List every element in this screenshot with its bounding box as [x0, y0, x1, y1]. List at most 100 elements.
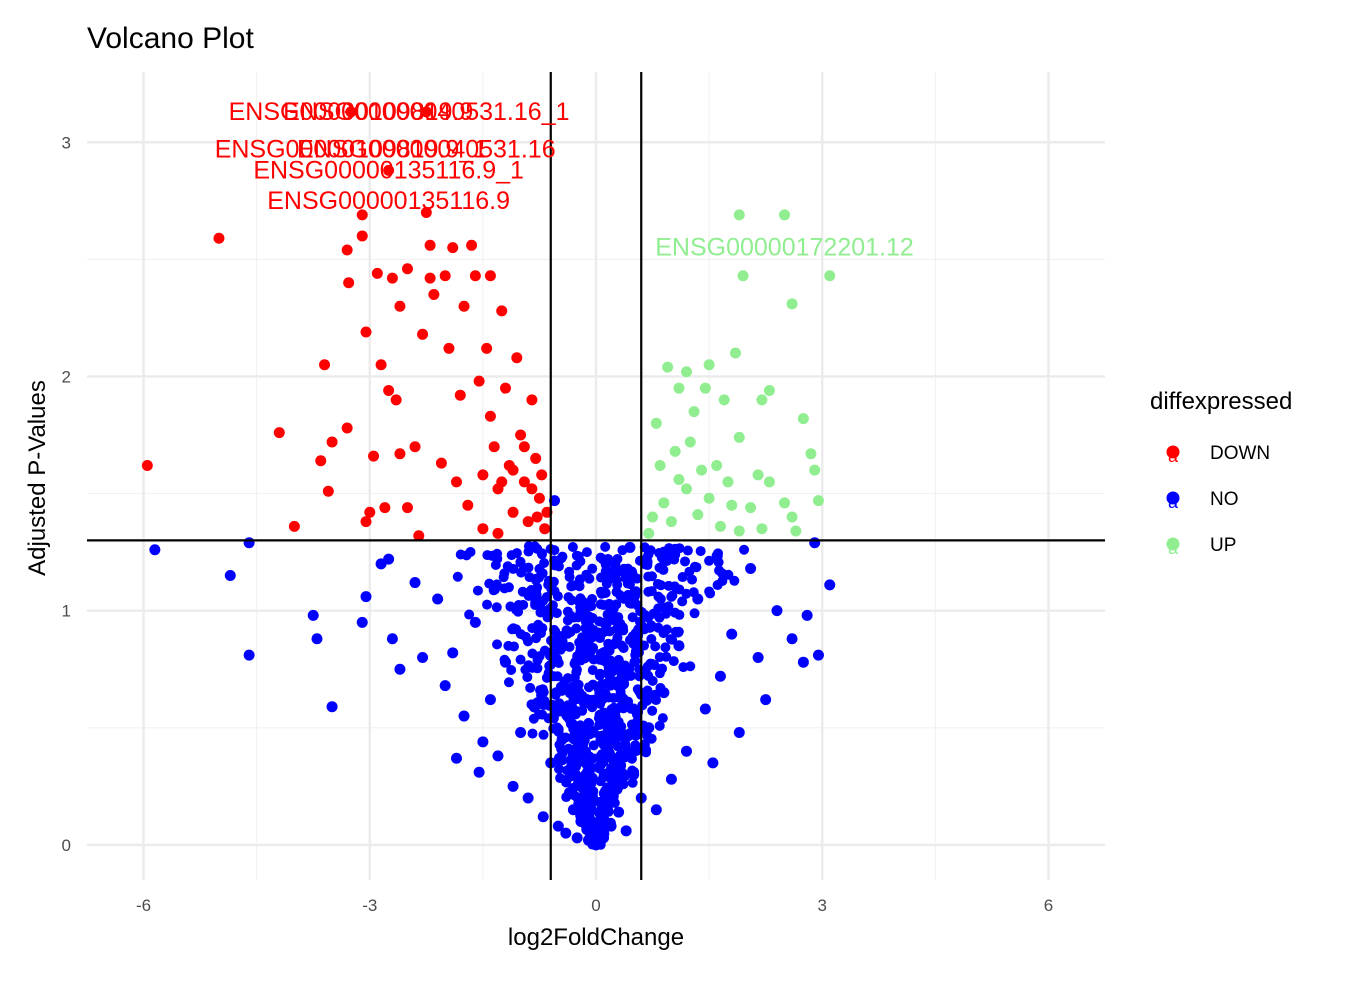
data-point-no — [575, 782, 586, 793]
data-point-no — [691, 562, 702, 573]
data-point-no — [637, 555, 648, 566]
data-point-no — [432, 593, 444, 605]
data-point-no — [797, 656, 809, 668]
data-point-up — [643, 527, 655, 539]
data-point-no — [537, 623, 548, 634]
gene-label: ENSG00000135116.9 — [267, 187, 510, 215]
data-point-down — [439, 270, 451, 282]
data-point-no — [555, 644, 566, 655]
data-point-down — [424, 272, 436, 284]
data-point-no — [491, 602, 502, 613]
data-point-no — [576, 654, 587, 665]
data-point-no — [631, 746, 642, 757]
data-point-no — [618, 625, 629, 636]
data-point-down — [507, 464, 519, 476]
data-point-up — [722, 476, 734, 488]
data-point-no — [535, 685, 546, 696]
data-point-down — [428, 288, 440, 300]
legend-key-no — [1166, 491, 1180, 505]
data-point-no — [486, 550, 497, 561]
data-point-no — [450, 752, 462, 764]
data-point-down — [515, 429, 527, 441]
legend: diffexpressed a DOWN a NO a UP — [1150, 388, 1292, 558]
data-point-down — [450, 476, 462, 488]
data-point-no — [610, 563, 621, 574]
data-point-down — [375, 359, 387, 371]
data-point-no — [760, 694, 772, 706]
data-point-no — [612, 553, 623, 564]
data-point-no — [630, 649, 641, 660]
legend-key-glyph: a — [1168, 446, 1179, 466]
data-point-no — [677, 572, 688, 583]
data-point-down — [273, 427, 285, 439]
x-tick-label: 0 — [591, 896, 600, 915]
data-point-no — [243, 649, 255, 661]
data-point-down — [288, 520, 300, 532]
data-point-no — [538, 729, 549, 740]
data-point-no — [584, 573, 595, 584]
data-point-no — [673, 626, 684, 637]
data-point-no — [627, 777, 638, 788]
data-point-down — [496, 476, 508, 488]
data-point-down — [539, 523, 551, 535]
data-point-no — [604, 626, 615, 637]
data-point-down — [500, 382, 512, 394]
data-point-down — [458, 300, 470, 312]
data-point-no — [654, 652, 665, 663]
data-point-down — [518, 441, 530, 453]
data-point-up — [779, 209, 791, 221]
x-tick-label: -3 — [362, 896, 377, 915]
data-point-no — [507, 780, 519, 792]
data-point-no — [530, 597, 541, 608]
data-point-no — [677, 596, 688, 607]
data-point-up — [756, 394, 768, 406]
data-point-no — [508, 563, 519, 574]
data-point-no — [530, 698, 542, 710]
data-point-up — [745, 502, 757, 514]
data-point-no — [594, 797, 605, 808]
data-point-no — [553, 764, 564, 775]
data-point-no — [627, 612, 638, 623]
data-point-no — [515, 557, 526, 568]
data-point-no — [536, 548, 547, 559]
data-point-no — [506, 550, 517, 561]
reference-lines — [87, 72, 1105, 880]
data-point-no — [409, 577, 421, 589]
data-point-no — [647, 675, 658, 686]
data-point-no — [596, 679, 607, 690]
data-point-up — [718, 394, 730, 406]
data-point-no — [618, 779, 629, 790]
data-point-no — [809, 537, 821, 549]
data-point-no — [311, 633, 323, 645]
data-point-down — [356, 209, 368, 221]
data-point-no — [615, 687, 626, 698]
data-point-down — [341, 244, 353, 256]
data-point-no — [654, 668, 665, 679]
data-point-no — [575, 815, 587, 827]
data-point-no — [583, 698, 594, 709]
y-tick-label: 0 — [62, 836, 71, 855]
data-point-up — [673, 382, 685, 394]
data-point-no — [556, 630, 567, 641]
data-point-no — [606, 769, 617, 780]
data-point-down — [435, 457, 447, 469]
data-point-down — [343, 277, 355, 289]
data-point-up — [824, 270, 836, 282]
data-point-no — [505, 601, 516, 612]
data-point-no — [612, 579, 623, 590]
data-point-no — [573, 721, 584, 732]
data-point-no — [588, 654, 599, 665]
gene-label: ENSG00000040531.16 — [297, 135, 556, 163]
data-point-down — [371, 267, 383, 279]
data-point-no — [576, 748, 587, 759]
data-point-no — [539, 558, 550, 569]
data-point-no — [608, 693, 619, 704]
data-point-down — [469, 270, 481, 282]
data-point-no — [452, 571, 463, 582]
data-point-up — [684, 436, 696, 448]
data-point-no — [417, 652, 429, 664]
data-point-no — [619, 750, 630, 761]
data-point-no — [670, 607, 681, 618]
data-point-up — [752, 469, 764, 481]
data-point-no — [745, 563, 757, 575]
